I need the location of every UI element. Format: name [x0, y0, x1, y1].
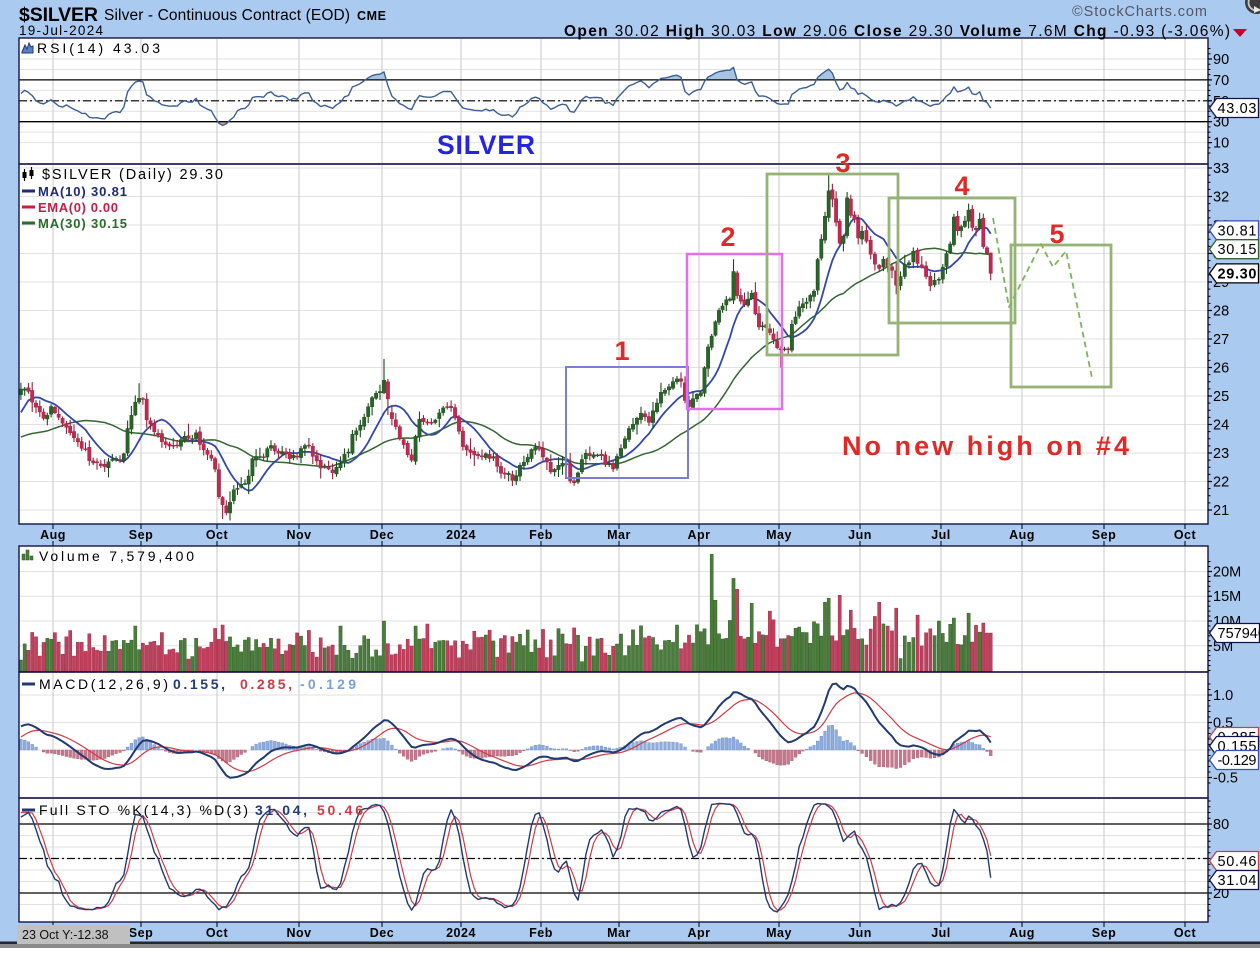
svg-text:SILVER: SILVER: [437, 130, 535, 160]
svg-text:26: 26: [1213, 361, 1229, 377]
svg-text:Sep: Sep: [129, 926, 153, 940]
svg-text:MA(30) 30.15: MA(30) 30.15: [38, 216, 127, 231]
svg-text:Oct: Oct: [206, 528, 229, 542]
svg-text:CME: CME: [357, 9, 387, 23]
svg-text:Jun: Jun: [848, 926, 872, 940]
svg-text:50.46: 50.46: [317, 802, 363, 818]
svg-text:Nov: Nov: [286, 926, 311, 940]
svg-text:2: 2: [720, 222, 735, 252]
svg-text:2024: 2024: [446, 528, 476, 542]
svg-text:Volume 7,579,400: Volume 7,579,400: [39, 548, 194, 564]
svg-text:Apr: Apr: [687, 528, 710, 542]
svg-text:Feb: Feb: [529, 528, 553, 542]
svg-text:7579400: 7579400: [1218, 626, 1260, 642]
svg-text:1.0: 1.0: [1213, 688, 1233, 704]
svg-text:Sep: Sep: [129, 528, 153, 542]
svg-text:70: 70: [1213, 73, 1229, 89]
svg-text:22: 22: [1213, 475, 1229, 491]
svg-text:32: 32: [1213, 190, 1229, 206]
svg-text:30.81: 30.81: [1218, 223, 1257, 239]
svg-text:27: 27: [1213, 332, 1229, 348]
svg-text:23 Oct Y:-12.38: 23 Oct Y:-12.38: [22, 928, 109, 942]
svg-text:10: 10: [1213, 136, 1229, 152]
svg-text:43.03: 43.03: [1218, 101, 1257, 117]
svg-text:Sep: Sep: [1092, 926, 1116, 940]
svg-text:80: 80: [1213, 817, 1229, 833]
svg-text:Oct: Oct: [206, 926, 229, 940]
svg-text:Aug: Aug: [1009, 926, 1035, 940]
svg-text:Jul: Jul: [931, 528, 951, 542]
svg-text:May: May: [766, 528, 792, 542]
svg-text:19-Jul-2024: 19-Jul-2024: [19, 23, 103, 38]
svg-text:Jun: Jun: [848, 528, 872, 542]
svg-text:Oct: Oct: [1174, 528, 1197, 542]
svg-text:31.04: 31.04: [1218, 873, 1257, 889]
svg-text:4: 4: [954, 171, 969, 201]
svg-text:Mar: Mar: [607, 528, 631, 542]
svg-text:$SILVER (Daily) 29.30: $SILVER (Daily) 29.30: [42, 167, 223, 183]
svg-text:RSI(14) 43.03: RSI(14) 43.03: [37, 40, 160, 56]
svg-text:21: 21: [1213, 503, 1229, 519]
svg-text:24: 24: [1213, 418, 1229, 434]
svg-text:Feb: Feb: [529, 926, 553, 940]
svg-text:29.30: 29.30: [1218, 266, 1257, 282]
svg-text:5: 5: [1049, 219, 1064, 249]
svg-text:23: 23: [1213, 446, 1229, 462]
svg-text:Open 30.02 High 30.03 Low 29: Open 30.02 High 30.03 Low 29.06 Close 29…: [564, 23, 1230, 40]
svg-text:-0.5: -0.5: [1213, 771, 1238, 787]
svg-text:15M: 15M: [1213, 589, 1241, 605]
svg-text:-0.129: -0.129: [1218, 753, 1257, 769]
svg-text:2024: 2024: [446, 926, 476, 940]
svg-text:Sep: Sep: [1092, 528, 1116, 542]
svg-text:Dec: Dec: [370, 528, 394, 542]
svg-text:Aug: Aug: [40, 528, 66, 542]
svg-text:Dec: Dec: [370, 926, 394, 940]
svg-text:50.46: 50.46: [1218, 854, 1257, 870]
svg-text:3: 3: [835, 148, 850, 178]
svg-text:Silver - Continuous Contract (: Silver - Continuous Contract (EOD): [104, 7, 350, 24]
svg-text:Oct: Oct: [1174, 926, 1197, 940]
svg-text:30.15: 30.15: [1218, 242, 1257, 258]
svg-text:EMA(0) 0.00: EMA(0) 0.00: [38, 200, 118, 215]
svg-text:Mar: Mar: [607, 926, 631, 940]
svg-text:20M: 20M: [1213, 565, 1241, 581]
svg-text:90: 90: [1213, 52, 1229, 68]
svg-text:Apr: Apr: [687, 926, 710, 940]
svg-text:May: May: [766, 926, 792, 940]
svg-text:No new high on #4: No new high on #4: [842, 431, 1129, 461]
svg-text:MA(10) 30.81: MA(10) 30.81: [38, 184, 127, 199]
svg-text:33: 33: [1213, 161, 1229, 177]
svg-text:25: 25: [1213, 389, 1229, 405]
svg-text:Nov: Nov: [286, 528, 311, 542]
svg-text:Aug: Aug: [1009, 528, 1035, 542]
svg-text:28: 28: [1213, 304, 1229, 320]
svg-text:Jul: Jul: [931, 926, 951, 940]
svg-text:©StockCharts.com: ©StockCharts.com: [1072, 4, 1207, 20]
svg-text:Full STO %K(14,3) %D(3): Full STO %K(14,3) %D(3): [39, 802, 248, 818]
svg-text:MACD(12,26,9): MACD(12,26,9): [39, 676, 168, 692]
svg-text:1: 1: [614, 336, 629, 366]
svg-text:-0.129: -0.129: [300, 676, 356, 692]
